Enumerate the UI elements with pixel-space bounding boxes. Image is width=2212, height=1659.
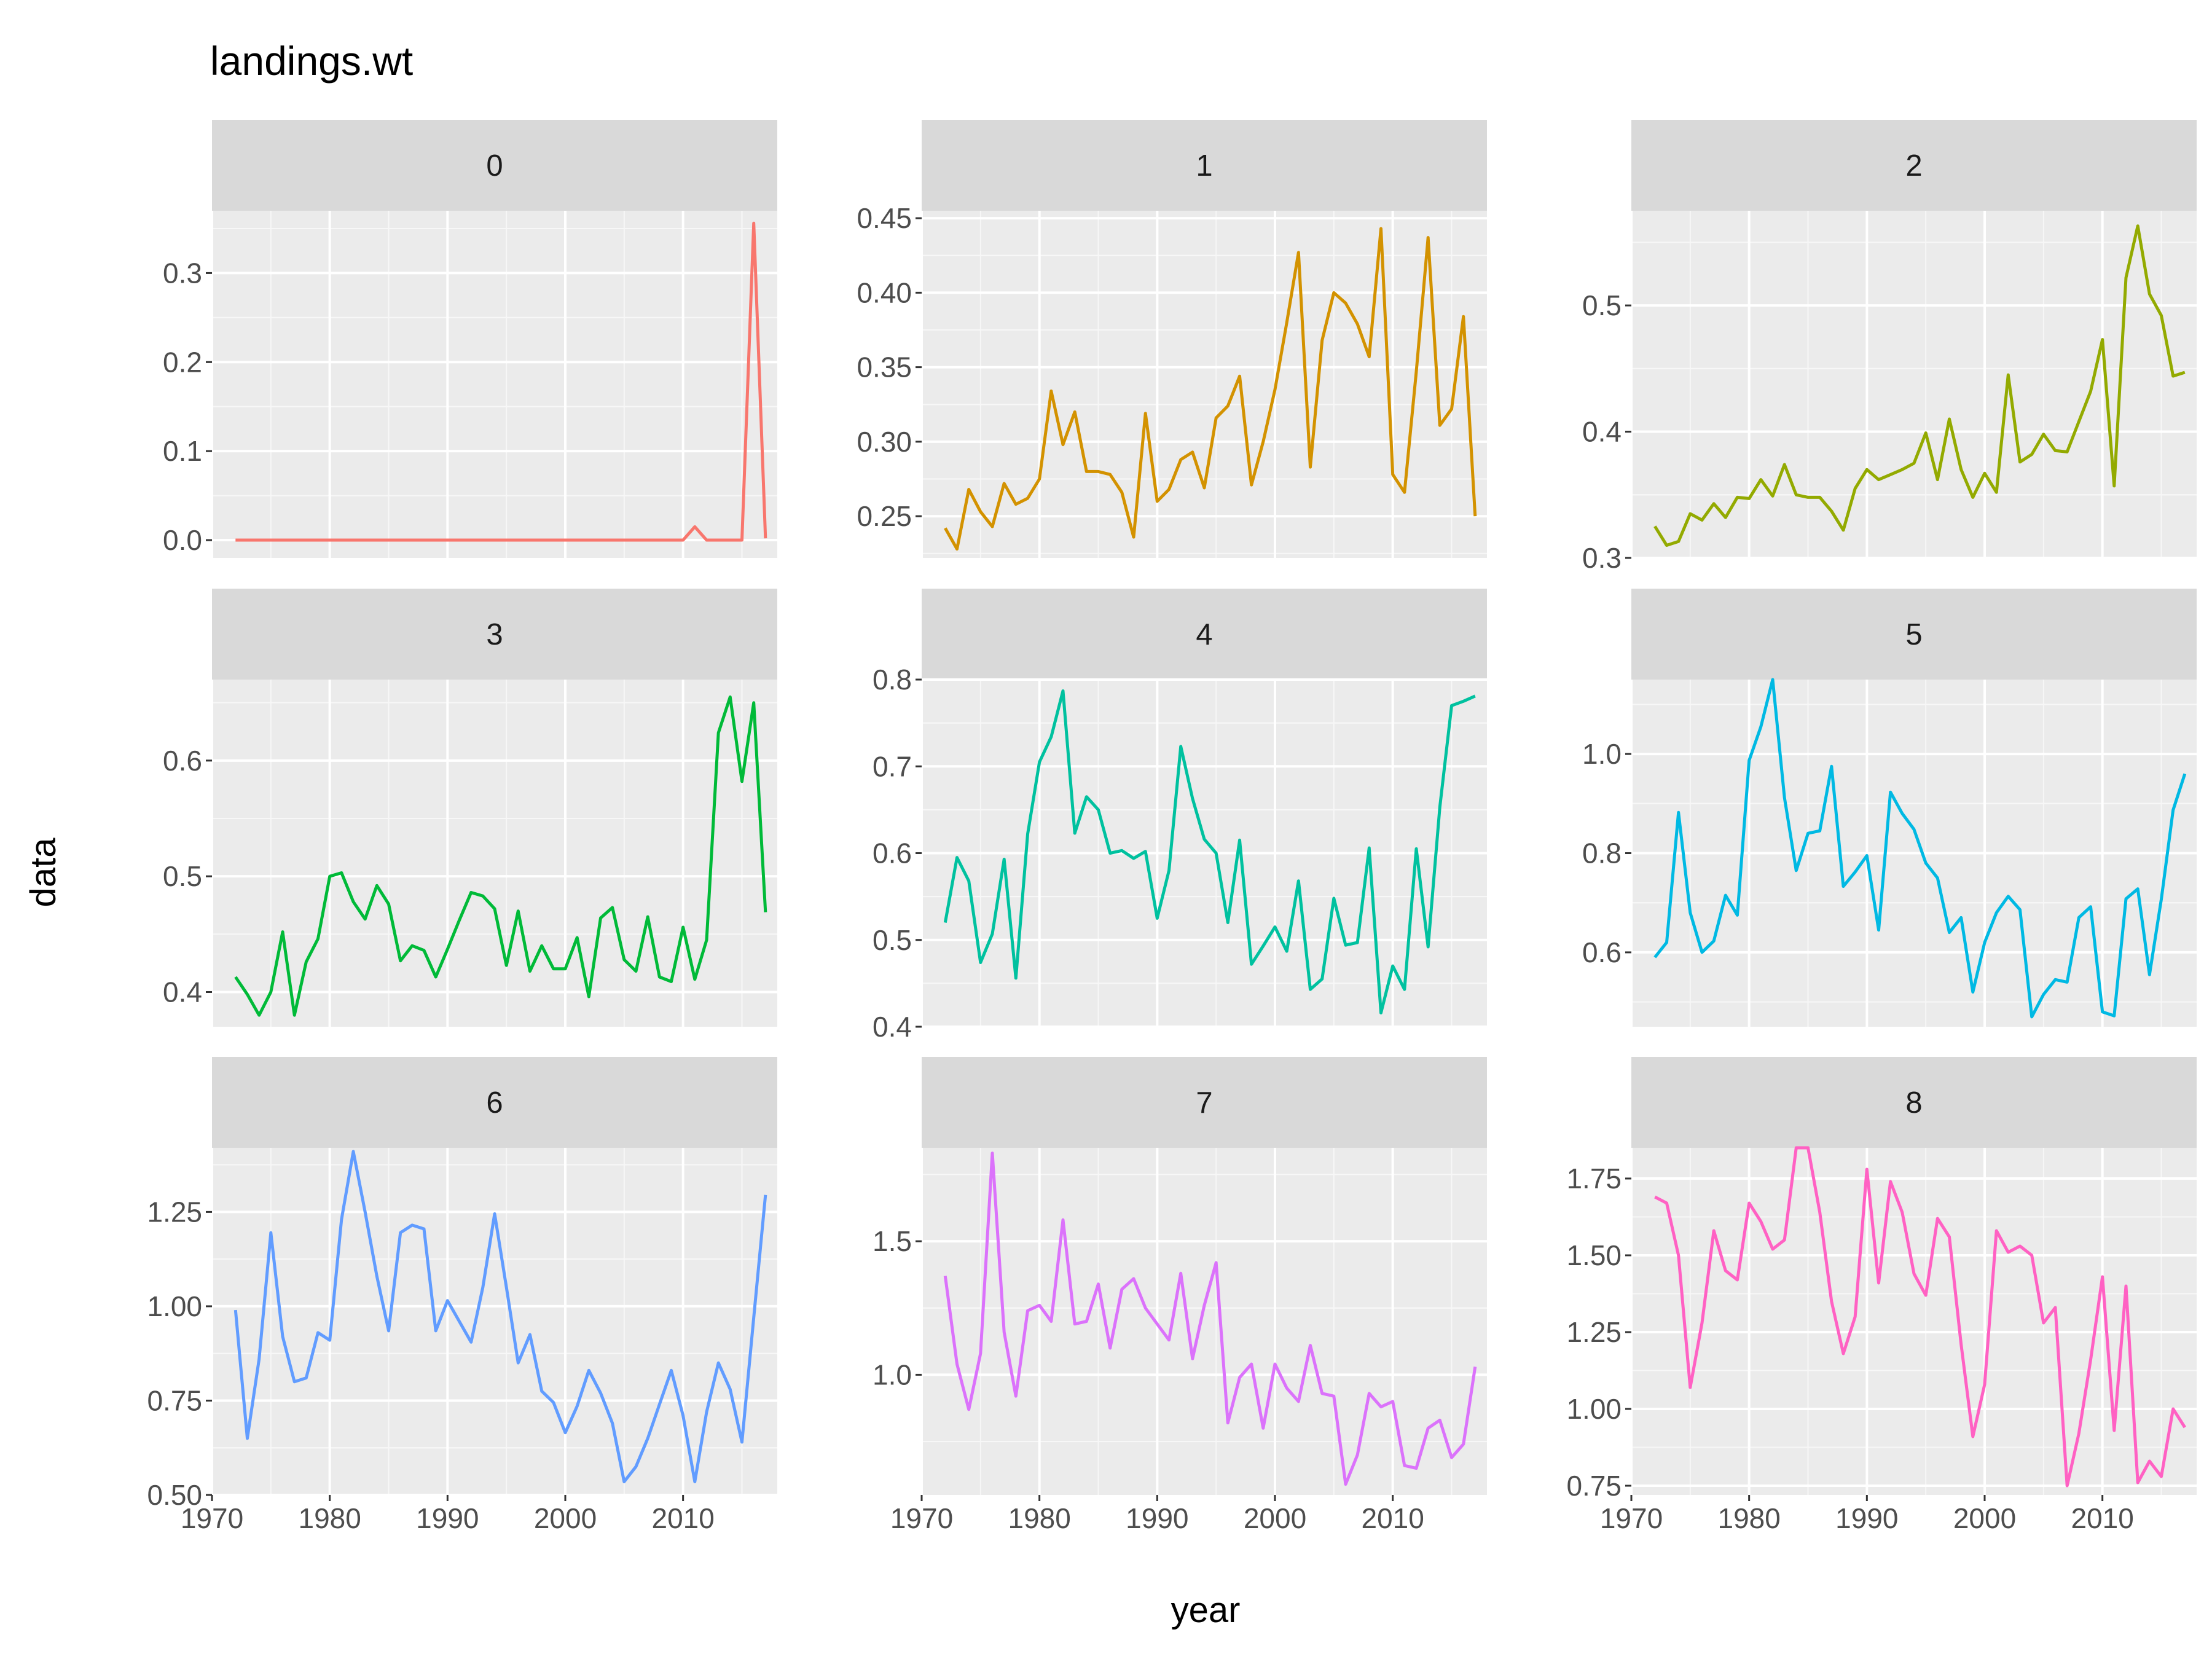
x-tick-label: 2000 bbox=[1953, 1502, 2016, 1534]
y-tick-label: 0.75 bbox=[147, 1384, 202, 1416]
strip-label: 5 bbox=[1905, 618, 1922, 651]
y-tick-label: 0.6 bbox=[1582, 936, 1622, 968]
y-tick-label: 0.2 bbox=[163, 346, 202, 378]
x-tick-label: 1980 bbox=[1008, 1502, 1070, 1534]
strip-background bbox=[1631, 1057, 2197, 1148]
y-tick-label: 1.75 bbox=[1566, 1163, 1622, 1194]
facet-panel-4: 4 0.4 0.5 0.6 0.7 0.8 bbox=[873, 589, 1487, 1043]
x-tick-label: 1980 bbox=[298, 1502, 361, 1534]
series-line-6 bbox=[233, 1150, 767, 1483]
y-tick-label: 1.0 bbox=[873, 1359, 912, 1390]
panel-background bbox=[212, 1148, 777, 1495]
y-tick-label: 1.00 bbox=[147, 1290, 202, 1322]
x-tick-label: 2010 bbox=[2071, 1502, 2133, 1534]
strip-background bbox=[212, 1057, 777, 1148]
facet-panel-2: 2 0.3 0.4 0.5 bbox=[1582, 120, 2197, 574]
y-tick-label: 1.5 bbox=[873, 1225, 912, 1257]
strip-background bbox=[922, 120, 1487, 211]
y-tick-label: 0.50 bbox=[147, 1479, 202, 1511]
y-tick-label: 0.3 bbox=[1582, 542, 1622, 574]
x-tick-label: 1990 bbox=[1126, 1502, 1188, 1534]
y-tick-label: 1.50 bbox=[1566, 1239, 1622, 1271]
y-tick-label: 0.4 bbox=[1582, 416, 1622, 448]
facet-panel-5: 5 0.6 0.8 1.0 bbox=[1582, 589, 2197, 1027]
y-tick-label: 0.1 bbox=[163, 435, 202, 467]
series-line-4 bbox=[943, 689, 1476, 1014]
y-tick-label: 0.5 bbox=[873, 924, 912, 956]
panel-background bbox=[922, 1148, 1487, 1495]
strip-label: 7 bbox=[1196, 1086, 1212, 1120]
y-tick-label: 0.4 bbox=[163, 976, 202, 1008]
y-tick-label: 1.25 bbox=[1566, 1316, 1622, 1348]
strip-label: 2 bbox=[1905, 149, 1922, 182]
facet-panel-8: 8 0.75 1.00 1.25 1.50 1.75 1970 1980 1990 2000 201… bbox=[1566, 1057, 2197, 1534]
y-tick-label: 0.8 bbox=[873, 664, 912, 696]
series-line-3 bbox=[234, 695, 767, 1017]
series-line-2 bbox=[1653, 224, 2186, 547]
y-tick-label: 1.0 bbox=[1582, 738, 1622, 770]
x-tick-label: 1970 bbox=[1600, 1502, 1663, 1534]
x-axis-title: year bbox=[1171, 1590, 1241, 1630]
series-line-7 bbox=[943, 1151, 1477, 1486]
series-line-8 bbox=[1654, 1146, 2186, 1488]
strip-background bbox=[212, 120, 777, 211]
y-tick-label: 0.40 bbox=[857, 276, 912, 308]
y-tick-label: 0.5 bbox=[163, 860, 202, 892]
panel-background bbox=[922, 211, 1487, 558]
strip-background bbox=[922, 1057, 1487, 1148]
series-line-5 bbox=[1653, 678, 2187, 1019]
chart-title: landings.wt bbox=[210, 38, 413, 84]
x-tick-label: 1970 bbox=[890, 1502, 953, 1534]
series-line-1 bbox=[944, 227, 1477, 551]
strip-background bbox=[922, 589, 1487, 680]
strip-label: 8 bbox=[1905, 1086, 1922, 1120]
series-line-0 bbox=[235, 221, 767, 542]
facet-panels: 00.00.10.20.310.250.300.350.400.4520.30.… bbox=[147, 120, 2197, 1534]
y-tick-label: 0.75 bbox=[1566, 1470, 1622, 1502]
facet-panel-7: 7 1.0 1.5 1970 1980 1990 2000 2010 bbox=[873, 1057, 1487, 1534]
x-tick-label: 2010 bbox=[1361, 1502, 1424, 1534]
grid-lines bbox=[1630, 680, 2197, 1027]
y-tick-label: 0.0 bbox=[163, 524, 202, 556]
y-tick-label: 0.25 bbox=[857, 500, 912, 532]
strip-background bbox=[1631, 589, 2197, 680]
strip-label: 0 bbox=[486, 149, 503, 182]
strip-label: 1 bbox=[1196, 149, 1212, 182]
y-tick-label: 0.30 bbox=[857, 426, 912, 458]
x-tick-label: 1980 bbox=[1717, 1502, 1780, 1534]
y-tick-label: 0.5 bbox=[1582, 289, 1622, 321]
x-tick-label: 1970 bbox=[181, 1502, 243, 1534]
y-tick-label: 0.7 bbox=[873, 750, 912, 782]
y-tick-label: 0.3 bbox=[163, 257, 202, 289]
y-tick-label: 0.45 bbox=[857, 202, 912, 234]
facet-panel-1: 1 0.25 0.30 0.35 0.40 0.45 bbox=[857, 120, 1487, 558]
grid-lines bbox=[920, 678, 1487, 1028]
y-tick-label: 0.6 bbox=[163, 745, 202, 777]
strip-label: 6 bbox=[486, 1086, 503, 1120]
x-tick-label: 2000 bbox=[1244, 1502, 1306, 1534]
y-tick-label: 1.00 bbox=[1566, 1393, 1622, 1425]
grid-lines bbox=[1630, 211, 2197, 559]
panel-background bbox=[1631, 1148, 2197, 1495]
facet-panel-0: 0 0.0 0.1 0.2 0.3 bbox=[163, 120, 777, 558]
strip-background bbox=[1631, 120, 2197, 211]
x-tick-label: 1990 bbox=[1835, 1502, 1898, 1534]
y-tick-label: 1.25 bbox=[147, 1196, 202, 1228]
x-tick-label: 2000 bbox=[534, 1502, 597, 1534]
strip-background bbox=[212, 589, 777, 680]
grid-lines bbox=[211, 211, 777, 558]
strip-label: 4 bbox=[1196, 618, 1212, 651]
y-axis-title: data bbox=[23, 837, 63, 908]
facet-panel-6: 6 0.50 0.75 1.00 1.25 1970 1980 1990 2000 2010 bbox=[147, 1057, 777, 1534]
x-tick-label: 1990 bbox=[416, 1502, 479, 1534]
x-tick-label: 2010 bbox=[651, 1502, 714, 1534]
panel-background bbox=[212, 211, 777, 558]
y-tick-label: 0.35 bbox=[857, 351, 912, 383]
facet-panel-3: 3 0.4 0.5 0.6 bbox=[163, 589, 777, 1027]
y-tick-label: 0.8 bbox=[1582, 837, 1622, 869]
y-tick-label: 0.6 bbox=[873, 837, 912, 869]
strip-label: 3 bbox=[486, 618, 503, 651]
y-tick-label: 0.4 bbox=[873, 1011, 912, 1043]
